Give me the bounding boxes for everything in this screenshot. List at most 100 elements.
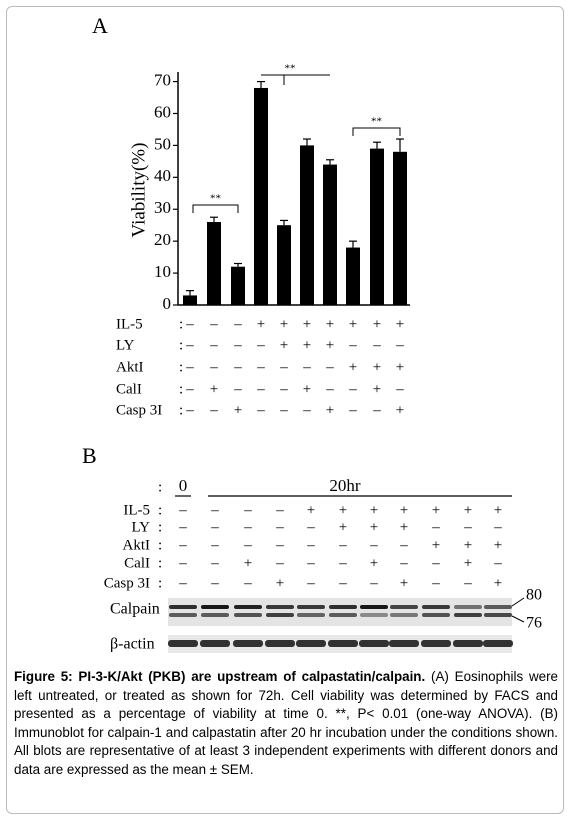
condition-sign: – [178,555,187,571]
condition-sign: + [349,316,357,332]
marker-line [511,615,525,623]
condition-sign: – [306,519,315,535]
blot-band [390,605,418,609]
condition-sign: – [275,519,284,535]
y-tick-label: 70 [154,70,171,89]
condition-sign: + [303,337,311,353]
condition-sign: + [326,337,334,353]
blot-band [234,605,262,609]
bar [277,225,291,305]
condition-label: CalI [124,555,150,571]
condition-sign: + [400,502,408,518]
blot-band [233,640,263,647]
blot-band [390,613,418,617]
condition-sign: + [373,381,381,397]
condition-sign: + [400,575,408,591]
bar [254,87,268,306]
condition-label: Casp 3I [104,575,150,591]
blot-band [421,640,451,647]
separator: : [158,537,162,553]
condition-sign: – [399,555,408,571]
significance-bracket [192,204,239,213]
condition-sign: + [370,519,378,535]
condition-sign: – [306,555,315,571]
condition-sign: – [209,359,218,375]
condition-sign: – [185,316,194,332]
condition-sign: – [210,575,219,591]
separator: : [179,316,183,332]
blot-band [200,640,230,647]
condition-sign: – [463,575,472,591]
condition-sign: – [493,519,502,535]
condition-sign: – [395,381,404,397]
condition-sign: + [349,359,357,375]
condition-sign: + [339,502,347,518]
condition-sign: – [178,519,187,535]
condition-sign: + [373,316,381,332]
condition-sign: – [338,555,347,571]
condition-sign: + [303,316,311,332]
blot-band [389,640,419,647]
blot-band [169,613,197,617]
bar [207,222,221,305]
bar [346,247,360,305]
blot-band [484,605,512,609]
condition-sign: – [399,537,408,553]
condition-sign: – [279,381,288,397]
condition-sign: – [209,337,218,353]
bar [300,145,314,305]
y-tick-label: 40 [154,166,171,185]
condition-sign: + [432,502,440,518]
condition-sign: + [373,359,381,375]
separator: : [158,575,162,591]
condition-sign: + [280,316,288,332]
condition-sign: + [432,537,440,553]
blot-band [328,640,358,647]
condition-sign: – [306,575,315,591]
significance-label: ** [285,63,296,75]
condition-sign: – [243,575,252,591]
condition-sign: – [233,316,242,332]
bar [231,266,245,305]
condition-sign: – [302,359,311,375]
blot-band [266,613,294,617]
figure: A Viability(%) B 0 10 20 30 40 50 60 70 ** ** ** IL… [82,13,542,653]
separator: : [158,519,162,535]
panel-label: A [92,13,108,38]
significance-label: ** [371,116,382,128]
condition-sign: – [210,537,219,553]
y-tick-label: 50 [154,134,171,153]
condition-sign: + [396,359,404,375]
condition-sign: – [325,381,334,397]
condition-label: IL-5 [123,502,150,518]
blot-label: β-actin [110,636,155,653]
blot-band [360,605,388,609]
condition-sign: + [276,575,284,591]
condition-sign: – [348,381,357,397]
condition-sign: + [494,575,502,591]
separator: : [158,502,162,518]
y-tick-label: 20 [154,230,171,249]
condition-sign: + [464,502,472,518]
blot-band [422,613,450,617]
blot-band [265,640,295,647]
condition-sign: – [256,381,265,397]
y-axis-label: Viability(%) [128,143,149,238]
separator: : [158,479,162,495]
condition-sign: – [348,402,357,418]
marker-label: 80 [526,587,542,604]
condition-sign: – [395,337,404,353]
blot-band [297,605,325,609]
blot [168,598,512,626]
blot-band [453,640,483,647]
condition-sign: – [306,537,315,553]
blot-band [234,613,262,617]
condition-sign: – [233,359,242,375]
blot-band [297,613,325,617]
condition-sign: + [400,519,408,535]
condition-sign: + [464,555,472,571]
blot-band [360,613,388,617]
condition-sign: + [234,402,242,418]
condition-sign: – [372,402,381,418]
condition-sign: – [178,575,187,591]
